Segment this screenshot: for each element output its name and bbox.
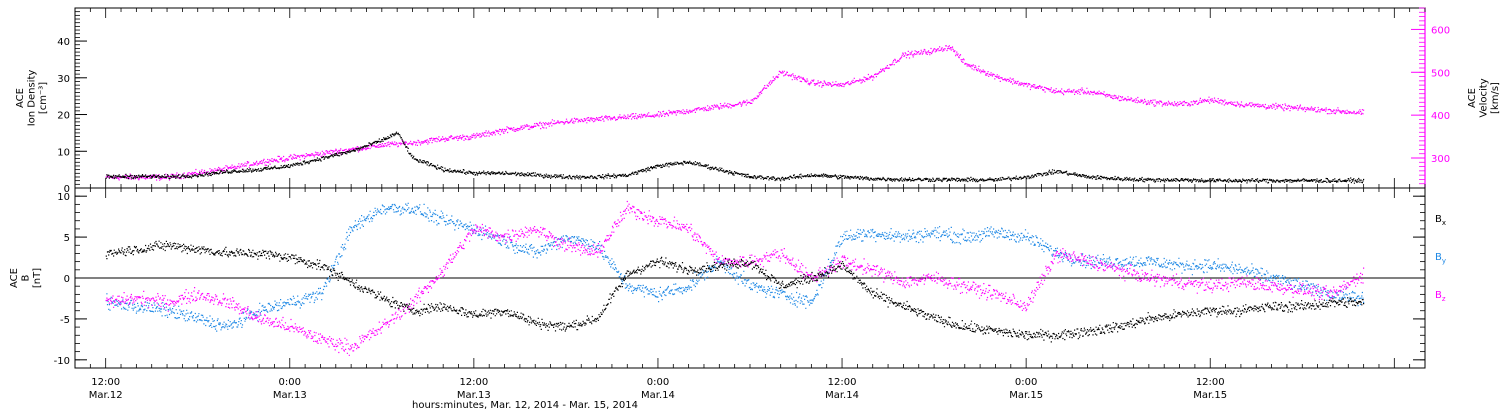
top-left-tick-label: 30 bbox=[57, 74, 70, 85]
top-right-y-label-line: Velocity bbox=[1479, 78, 1490, 117]
series-velocity-points bbox=[105, 45, 1365, 181]
top-right-tick-label: 300 bbox=[1431, 154, 1450, 165]
legend-label-main: B bbox=[1435, 252, 1442, 263]
legend-label-bx: Bx bbox=[1435, 214, 1446, 227]
series-bx bbox=[105, 240, 1365, 343]
x-tick-time: 0:00 bbox=[1015, 377, 1037, 388]
bottom-left-tick-label: 0 bbox=[64, 274, 70, 285]
legend-label-sub: x bbox=[1442, 219, 1446, 227]
legend-label-sub: z bbox=[1442, 295, 1446, 303]
series-velocity bbox=[105, 45, 1365, 181]
x-axis-label: hours:minutes, Mar. 12, 2014 - Mar. 15, … bbox=[412, 400, 638, 410]
top-right-y-label-line: ACE bbox=[1467, 88, 1478, 108]
x-tick-time: 12:00 bbox=[459, 377, 488, 388]
x-tick-date: Mar.13 bbox=[273, 390, 307, 401]
top-left-y-label-line: [cm⁻³] bbox=[38, 82, 49, 114]
top-left-tick-label: 40 bbox=[57, 37, 70, 48]
x-tick-date: Mar.15 bbox=[1193, 390, 1227, 401]
x-tick-time: 12:00 bbox=[1196, 377, 1225, 388]
bottom-left-tick-label: -10 bbox=[54, 356, 70, 367]
legend-label-main: B bbox=[1435, 290, 1442, 301]
top-left-y-label: ACEIon Density[cm⁻³] bbox=[15, 70, 49, 127]
x-tick-date: Mar.15 bbox=[1009, 390, 1043, 401]
top-right-tick-label: 600 bbox=[1431, 25, 1450, 36]
bottom-left-tick-label: -5 bbox=[60, 315, 70, 326]
top-right-tick-label: 400 bbox=[1431, 111, 1450, 122]
legend-label-bz: Bz bbox=[1435, 290, 1446, 303]
top-left-y-label-line: Ion Density bbox=[27, 70, 38, 127]
x-tick-time: 12:00 bbox=[91, 377, 120, 388]
bottom-left-tick-label: 5 bbox=[64, 233, 70, 244]
series-ion-density bbox=[105, 131, 1365, 184]
top-left-tick-label: 10 bbox=[57, 147, 70, 158]
x-tick-date: Mar.13 bbox=[457, 390, 491, 401]
x-tick-date: Mar.14 bbox=[825, 390, 859, 401]
top-right-y-label-line: [km/s] bbox=[1490, 82, 1500, 114]
bottom-left-y-label-line: [nT] bbox=[32, 268, 43, 288]
series-ion-density-points bbox=[105, 131, 1365, 184]
top-left-tick-label: 20 bbox=[57, 111, 70, 122]
bottom-left-y-label-line: B bbox=[21, 274, 32, 281]
top-left-tick-label: 0 bbox=[64, 184, 70, 195]
top-left-y-label-line: ACE bbox=[15, 88, 26, 108]
x-tick-time: 0:00 bbox=[279, 377, 301, 388]
top-right-y-label: ACEVelocity[km/s] bbox=[1467, 78, 1500, 117]
x-tick-time: 12:00 bbox=[828, 377, 857, 388]
x-tick-time: 0:00 bbox=[647, 377, 669, 388]
bottom-left-y-label-line: ACE bbox=[9, 268, 20, 288]
series-bx-points bbox=[105, 240, 1365, 343]
x-axis: 12:00 Mar.12 0:00 Mar.13 12:00 Mar.13 0:00 Mar.… bbox=[74, 8, 1426, 411]
legend-label-by: By bbox=[1435, 252, 1446, 265]
bottom-left-y-label: ACEB[nT] bbox=[9, 268, 43, 288]
x-tick-date: Mar.12 bbox=[89, 390, 123, 401]
legend-label-main: B bbox=[1435, 214, 1442, 225]
legend-label-sub: y bbox=[1442, 257, 1446, 265]
x-tick-date: Mar.14 bbox=[641, 390, 675, 401]
top-right-tick-label: 500 bbox=[1431, 68, 1450, 79]
bottom-left-tick-label: 10 bbox=[57, 192, 70, 203]
